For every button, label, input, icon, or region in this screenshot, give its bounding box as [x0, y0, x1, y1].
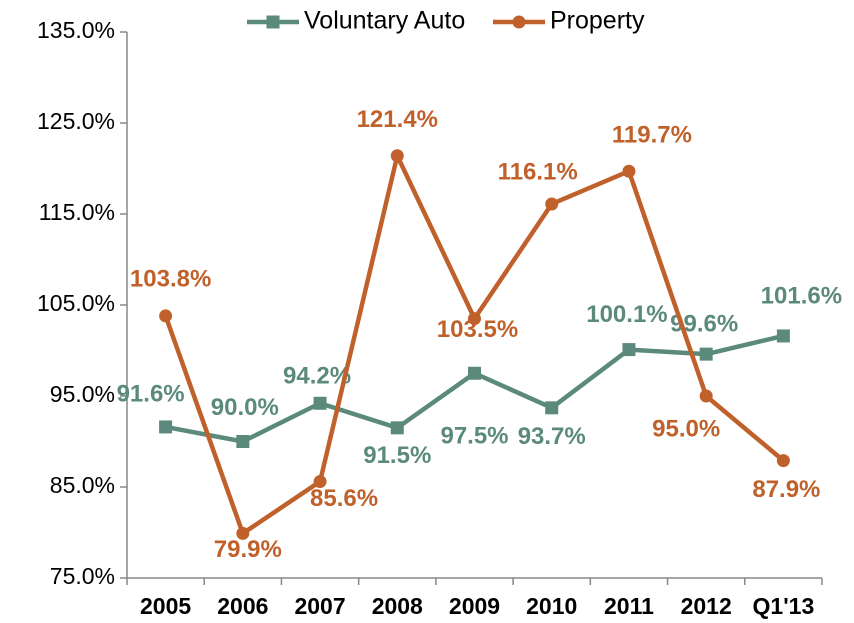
marker [236, 526, 250, 540]
marker [159, 420, 173, 434]
legend-label: Voluntary Auto [304, 7, 465, 35]
x-tick-label: 2007 [294, 593, 345, 619]
y-tick-label: 115.0% [39, 199, 115, 225]
y-tick-label: 95.0% [50, 381, 115, 407]
value-label: 91.6% [117, 380, 185, 407]
value-label: 119.7% [612, 122, 692, 149]
value-label: 103.5% [437, 316, 518, 343]
marker [468, 366, 481, 380]
value-label: 95.0% [652, 415, 720, 442]
marker [390, 421, 404, 435]
value-label: 97.5% [440, 423, 508, 450]
x-tick-label: 2011 [604, 593, 654, 619]
value-label: 90.0% [211, 394, 279, 421]
legend-marker [266, 15, 280, 29]
marker [776, 454, 790, 468]
value-label: 93.7% [518, 423, 586, 450]
x-tick-label: 2009 [449, 593, 500, 619]
y-tick-label: 125.0% [37, 108, 115, 134]
value-label: 103.8% [130, 265, 211, 292]
series-line [163, 153, 785, 536]
x-tick-label: 2012 [681, 593, 732, 619]
marker [545, 197, 559, 211]
x-tick-label: 2005 [140, 593, 191, 619]
marker [390, 149, 404, 163]
marker [313, 396, 327, 410]
value-label: 79.9% [214, 536, 282, 563]
value-label: 121.4% [357, 106, 438, 133]
y-tick-label: 75.0% [50, 563, 115, 589]
marker [545, 401, 559, 415]
value-label: 87.9% [752, 476, 820, 503]
marker [776, 329, 790, 343]
y-tick-label: 105.0% [37, 290, 115, 316]
value-label: 100.1% [586, 301, 667, 328]
value-label: 101.6% [761, 282, 842, 309]
value-label: 94.2% [283, 363, 351, 390]
x-tick-label: 2006 [217, 593, 268, 619]
marker [622, 343, 636, 357]
marker [622, 164, 636, 178]
legend-marker [512, 15, 526, 29]
x-tick-label: 2008 [372, 593, 423, 619]
marker [313, 475, 327, 489]
marker [236, 435, 250, 448]
value-label: 91.5% [363, 442, 431, 469]
x-tick-label: Q1'13 [753, 593, 815, 619]
value-label: 116.1% [498, 158, 578, 185]
y-tick-label: 135.0% [37, 17, 115, 43]
marker [699, 389, 713, 403]
marker [468, 312, 481, 326]
marker [699, 347, 713, 361]
value-label: 85.6% [310, 485, 378, 512]
legend-label: Property [550, 7, 645, 35]
x-tick-label: 2010 [526, 593, 577, 619]
marker [159, 309, 173, 323]
y-tick-label: 85.0% [50, 472, 115, 498]
